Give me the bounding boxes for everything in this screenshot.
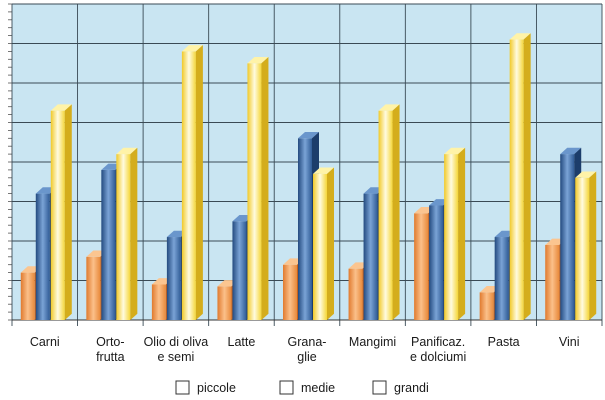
legend-item-piccole: piccole (175, 380, 236, 395)
bar-grandi (116, 147, 138, 320)
category-label: Pasta (488, 335, 520, 349)
legend-label: medie (301, 381, 335, 395)
bar-grandi (313, 167, 334, 320)
category-label: Grana-glie (288, 335, 327, 364)
category-label: Olio di oliva e semi (144, 335, 209, 364)
legend-label: grandi (394, 381, 429, 395)
bar-grandi (575, 171, 597, 320)
bar-grandi (247, 56, 269, 320)
category-label: Mangimi (349, 335, 396, 349)
bar-grandi (509, 33, 531, 321)
bar-grandi (181, 45, 203, 321)
bar-grandi (378, 104, 400, 321)
bar-grandi (444, 147, 466, 320)
legend-swatch (175, 380, 190, 395)
legend-item-grandi: grandi (372, 380, 429, 395)
legend-swatch (279, 380, 294, 395)
category-label: Panificaz. e dolciumi (410, 335, 466, 364)
bar-grandi (50, 104, 72, 321)
legend-label: piccole (197, 381, 236, 395)
legend-item-medie: medie (279, 380, 335, 395)
category-label: Orto-frutta (96, 335, 125, 364)
category-label: Latte (228, 335, 256, 349)
category-label: Carni (30, 335, 60, 349)
category-label: Vini (559, 335, 580, 349)
legend-swatch (372, 380, 387, 395)
